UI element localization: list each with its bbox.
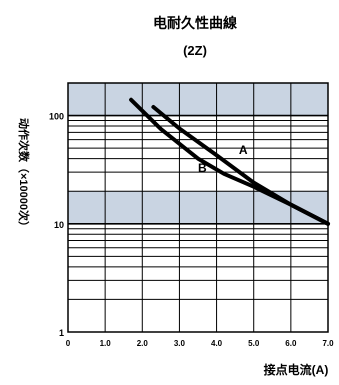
y-tick-label: 100 — [49, 112, 64, 122]
decade-bands — [68, 83, 328, 224]
series-labels: AB — [198, 143, 248, 175]
y-tick-label: 10 — [54, 220, 64, 230]
plot-frame — [67, 82, 329, 333]
y-tick-labels: 1 10 100 — [49, 112, 64, 338]
x-axis-label: 接点电流(A) — [264, 362, 329, 377]
band-top — [68, 83, 328, 116]
band-mid — [68, 191, 328, 224]
x-tick-label: 6.0 — [285, 339, 297, 348]
series-label-a: A — [239, 143, 248, 157]
series-label-b: B — [198, 161, 207, 175]
series-line-b — [129, 97, 330, 226]
y-axis-label: 动作次数（×10000次） — [17, 118, 31, 232]
x-tick-labels: 0 1.0 2.0 3.0 4.0 5.0 6.0 7.0 — [66, 339, 334, 348]
chart-title: 电耐久性曲線 — [153, 15, 237, 31]
x-tick-label: 2.0 — [137, 339, 149, 348]
x-tick-label: 3.0 — [174, 339, 186, 348]
x-tick-label: 5.0 — [248, 339, 260, 348]
series-curves — [129, 97, 330, 226]
x-tick-label: 0 — [66, 339, 71, 348]
chart-subtitle: (2Z) — [183, 43, 207, 58]
x-tick-label: 1.0 — [100, 339, 112, 348]
x-tick-label: 4.0 — [211, 339, 223, 348]
y-tick-label: 1 — [59, 328, 64, 338]
x-tick-label: 7.0 — [322, 339, 334, 348]
